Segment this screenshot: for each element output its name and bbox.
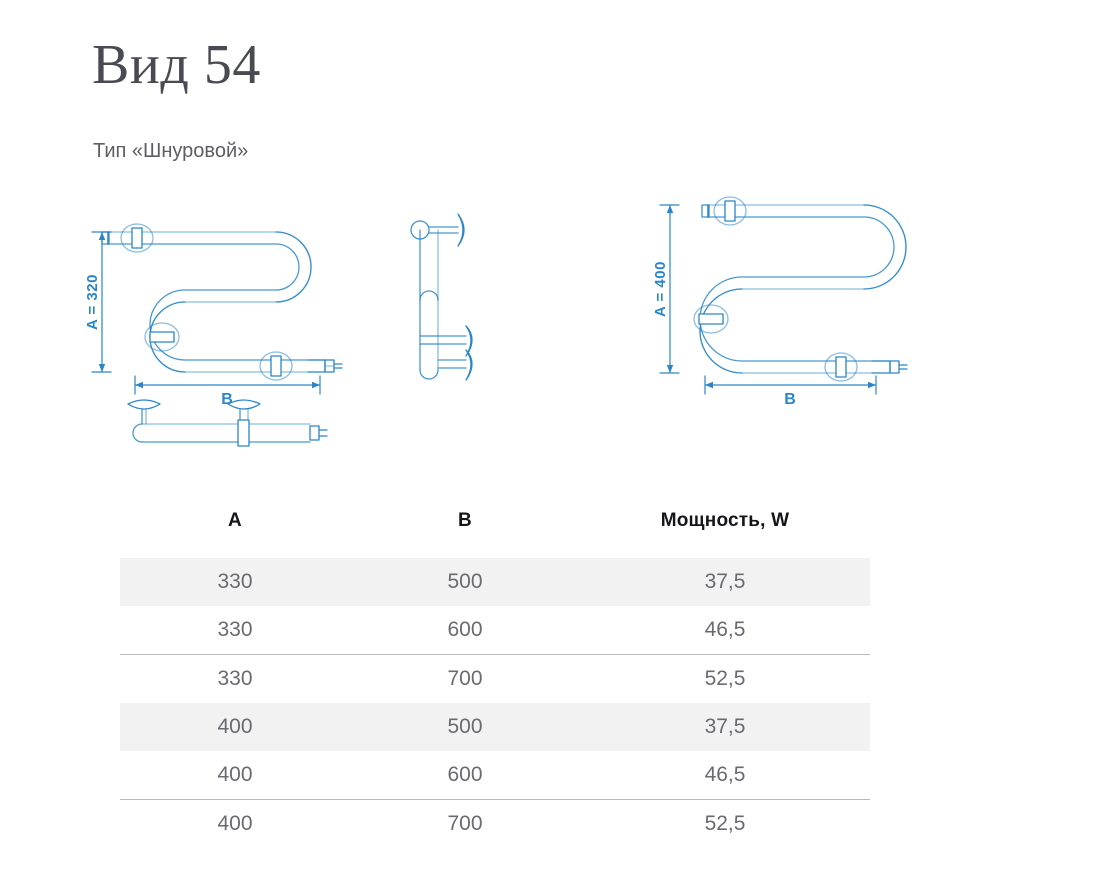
cell-a: 330 xyxy=(217,570,253,593)
front-view-a400-drawing: A = 400 B xyxy=(632,185,922,420)
cell-b: 700 xyxy=(447,667,483,690)
cell-a: 400 xyxy=(217,715,253,738)
front-view-a320-drawing: A = 320 B xyxy=(80,190,365,465)
cell-a: 330 xyxy=(120,606,350,655)
front-view-a320-svg: A = 320 B xyxy=(84,223,343,447)
cell-b: 700 xyxy=(447,812,483,835)
table-header-row: A B Мощность, W xyxy=(120,498,870,558)
table-row: 400 500 37,5 xyxy=(120,703,870,751)
front-view-a400-horizontal-label: B xyxy=(784,391,796,408)
table-row: 330 700 52,5 xyxy=(120,655,870,704)
cell-b: 600 xyxy=(350,751,580,800)
page-title: Вид 54 xyxy=(92,34,261,96)
table-head: A B Мощность, W xyxy=(120,498,870,558)
front-view-a320-vertical-label: A = 320 xyxy=(84,274,101,330)
cell-a: 330 xyxy=(217,667,253,690)
table-row: 330 600 46,5 xyxy=(120,606,870,655)
side-view-svg xyxy=(410,213,473,381)
side-view-drawing xyxy=(398,200,528,405)
cell-power: 52,5 xyxy=(704,667,746,690)
cell-power: 52,5 xyxy=(704,812,746,835)
cell-b: 500 xyxy=(447,570,483,593)
cell-b: 600 xyxy=(350,606,580,655)
page-subtitle: Тип «Шнуровой» xyxy=(93,140,249,162)
specification-table: A B Мощность, W 330 500 37,5 330 600 46,… xyxy=(120,498,870,848)
cell-b: 500 xyxy=(447,715,483,738)
column-header-a: A xyxy=(228,510,242,531)
cell-power: 46,5 xyxy=(580,606,870,655)
front-view-a400-vertical-label: A = 400 xyxy=(652,261,669,317)
front-view-a320-horizontal-label: B xyxy=(221,391,233,408)
cell-a: 400 xyxy=(217,812,253,835)
front-view-a400-svg: A = 400 B xyxy=(652,196,908,408)
cell-power: 37,5 xyxy=(704,570,746,593)
cell-a: 400 xyxy=(120,751,350,800)
column-header-b: B xyxy=(458,510,472,531)
table-row: 400 600 46,5 xyxy=(120,751,870,800)
table-body: 330 500 37,5 330 600 46,5 330 700 52,5 4… xyxy=(120,558,870,848)
cell-power: 37,5 xyxy=(704,715,746,738)
table-row: 330 500 37,5 xyxy=(120,558,870,606)
column-header-power: Мощность, W xyxy=(660,510,790,531)
cell-power: 46,5 xyxy=(580,751,870,800)
table-row: 400 700 52,5 xyxy=(120,800,870,849)
technical-drawings: A = 320 B xyxy=(0,185,1097,475)
